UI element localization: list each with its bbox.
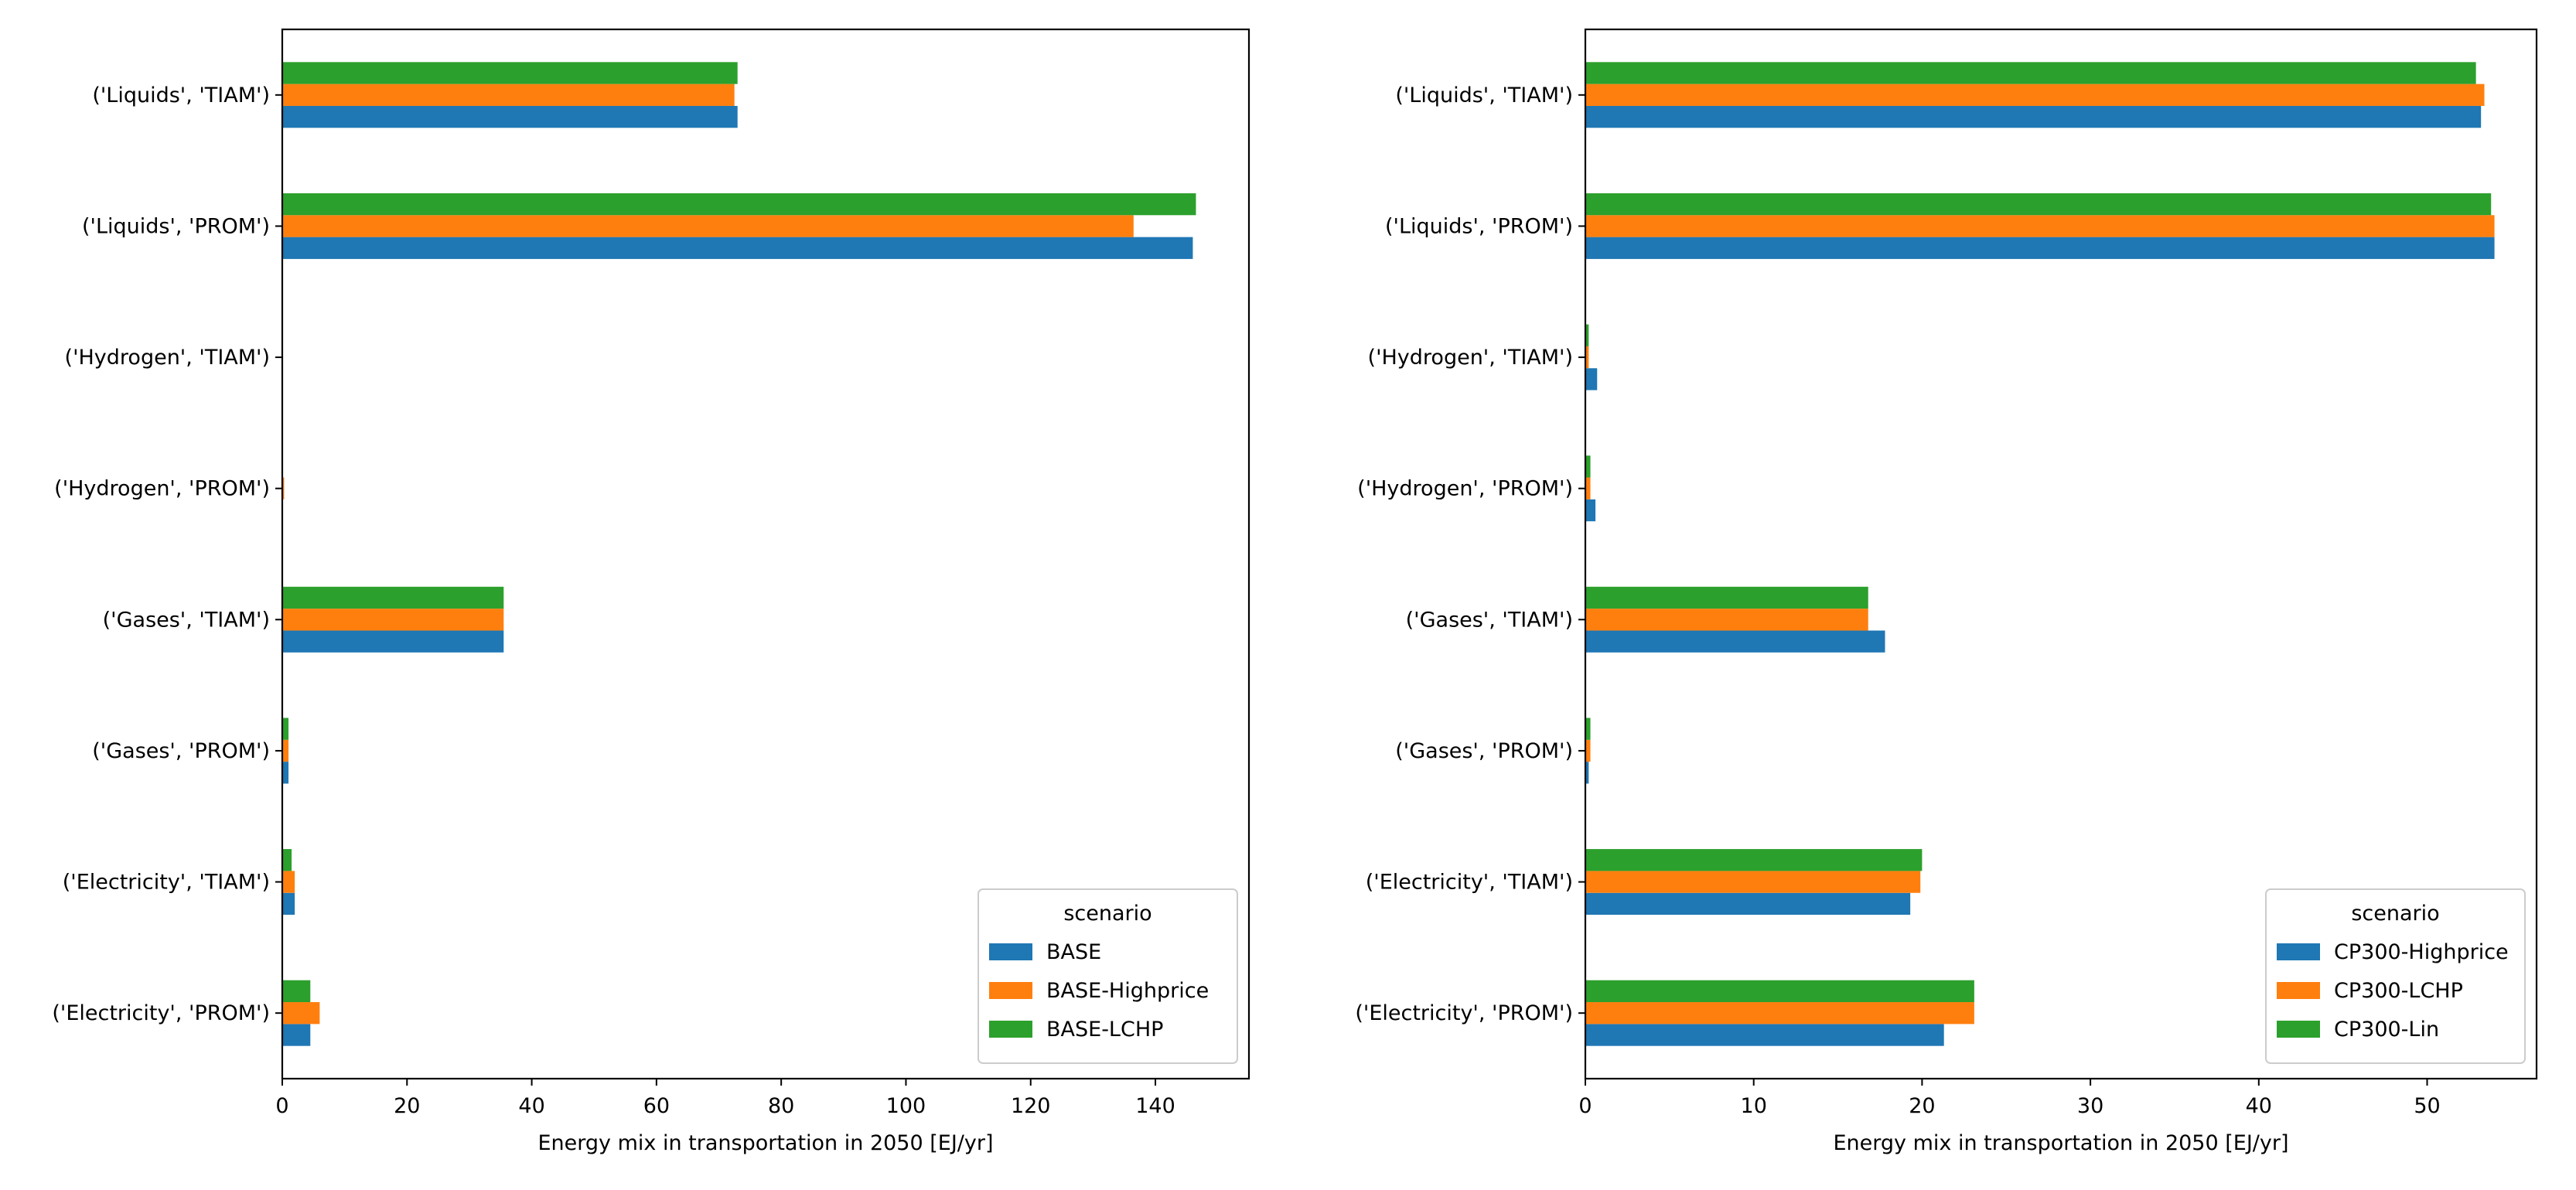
y-tick-label: ('Electricity', 'TIAM'): [1366, 871, 1573, 895]
y-tick-label: ('Hydrogen', 'PROM'): [54, 477, 270, 501]
legend-swatch: [2277, 1021, 2320, 1038]
x-tick-label: 60: [643, 1094, 670, 1118]
y-tick-label: ('Liquids', 'TIAM'): [1395, 84, 1573, 107]
x-tick-label: 140: [1135, 1094, 1175, 1118]
bar-cp300-lchp-2: [1585, 215, 2495, 237]
bar-base-lchp-6: [282, 718, 289, 740]
bar-cp300-lin-6: [1585, 718, 1591, 740]
bar-cp300-lchp-1: [1585, 84, 2485, 106]
bar-base-highprice-2: [282, 215, 1134, 237]
bar-base-highprice-7: [282, 871, 295, 893]
legend-swatch: [2277, 982, 2320, 999]
legend-swatch: [989, 1021, 1032, 1038]
legend-swatch: [989, 943, 1032, 960]
legend: scenario CP300-Highprice CP300-LCHP CP300-L…: [2265, 888, 2526, 1064]
chart-2: ('Liquids', 'TIAM') ('Liquids', 'PROM') ('…: [1355, 28, 2538, 1155]
y-tick-label: ('Liquids', 'PROM'): [82, 214, 270, 238]
x-tick-label: 10: [1741, 1094, 1767, 1118]
legend-label: CP300-LCHP: [2334, 979, 2463, 1003]
y-tick-label: ('Liquids', 'TIAM'): [92, 84, 270, 107]
bar-base-8: [282, 1024, 311, 1046]
bar-cp300-lin-3: [1585, 324, 1589, 346]
bar-base-2: [282, 237, 1193, 259]
x-tick-label: 20: [394, 1094, 420, 1118]
x-tick-label: 20: [1909, 1094, 1935, 1118]
y-tick-label: ('Gases', 'TIAM'): [1406, 608, 1573, 632]
bar-cp300-lin-4: [1585, 455, 1591, 478]
x-tick-label: 50: [2414, 1094, 2440, 1118]
bar-cp300-highprice-8: [1585, 1024, 1944, 1046]
x-tick-label: 40: [2246, 1094, 2272, 1118]
bar-cp300-highprice-6: [1585, 762, 1589, 784]
x-tick-label: 40: [518, 1094, 544, 1118]
bar-base-highprice-1: [282, 84, 735, 106]
plot-frame: [1584, 28, 2538, 1080]
bar-base-lchp-8: [282, 980, 311, 1003]
legend-label: CP300-Lin: [2334, 1018, 2439, 1042]
y-tick-label: ('Electricity', 'PROM'): [1355, 1001, 1573, 1025]
bar-cp300-lchp-8: [1585, 1002, 1974, 1025]
bar-cp300-highprice-4: [1585, 499, 1596, 522]
bar-cp300-lchp-6: [1585, 739, 1591, 762]
bar-base-lchp-7: [282, 849, 292, 871]
legend-box: [978, 888, 1238, 1064]
y-tick-label: ('Hydrogen', 'TIAM'): [1368, 346, 1573, 370]
bar-cp300-lchp-5: [1585, 609, 1868, 631]
bar-base-highprice-6: [282, 739, 289, 762]
bar-cp300-highprice-7: [1585, 892, 1911, 916]
plot-frame: [281, 28, 1250, 1080]
bar-cp300-highprice-1: [1585, 105, 2482, 128]
bar-base-lchp-5: [282, 586, 504, 609]
bar-cp300-highprice-5: [1585, 630, 1885, 653]
x-tick-label: 80: [768, 1094, 794, 1118]
x-tick-label: 120: [1011, 1094, 1051, 1118]
legend-swatch: [2277, 943, 2320, 960]
bar-cp300-highprice-3: [1585, 368, 1598, 390]
x-tick-label: 100: [886, 1094, 926, 1118]
legend-title: scenario: [1063, 902, 1152, 926]
x-axis-label: Energy mix in transportation in 2050 [EJ…: [1833, 1131, 2288, 1155]
x-axis-label: Energy mix in transportation in 2050 [EJ…: [537, 1131, 993, 1155]
bar-cp300-lchp-3: [1585, 346, 1589, 369]
y-tick-label: ('Hydrogen', 'PROM'): [1357, 477, 1573, 501]
bar-cp300-highprice-2: [1585, 237, 2495, 259]
legend-label: BASE: [1046, 940, 1101, 964]
legend-label: BASE-LCHP: [1046, 1018, 1163, 1042]
bar-base-lchp-2: [282, 193, 1196, 216]
y-tick-label: ('Hydrogen', 'TIAM'): [65, 346, 270, 370]
bar-base-highprice-8: [282, 1002, 320, 1025]
y-tick-label: ('Electricity', 'PROM'): [52, 1001, 270, 1025]
bar-base-lchp-1: [282, 62, 738, 84]
x-tick-label: 30: [2077, 1094, 2103, 1118]
y-tick-label: ('Gases', 'TIAM'): [103, 608, 270, 632]
bar-cp300-lin-2: [1585, 193, 2492, 216]
legend-label: CP300-Highprice: [2334, 940, 2509, 964]
bar-cp300-lchp-7: [1585, 871, 1921, 893]
bar-base-5: [282, 630, 504, 653]
legend-swatch: [989, 982, 1032, 999]
bar-cp300-lin-1: [1585, 62, 2476, 84]
bar-cp300-lin-8: [1585, 980, 1974, 1003]
bar-cp300-lin-5: [1585, 586, 1868, 609]
bar-base-highprice-4: [282, 477, 285, 500]
x-tick-label: 0: [1578, 1094, 1592, 1118]
y-tick-label: ('Gases', 'PROM'): [1395, 739, 1573, 763]
legend: scenario BASE BASE-Highprice BASE-LCHP: [978, 888, 1238, 1064]
x-tick-label: 0: [275, 1094, 288, 1118]
bar-base-7: [282, 892, 295, 916]
y-tick-label: ('Liquids', 'PROM'): [1385, 214, 1573, 238]
legend-title: scenario: [2351, 902, 2439, 926]
chart-1: ('Liquids', 'TIAM') ('Liquids', 'PROM') ('…: [52, 28, 1250, 1155]
legend-box: [2265, 888, 2526, 1064]
y-tick-label: ('Electricity', 'TIAM'): [63, 871, 270, 895]
bar-base-1: [282, 105, 738, 128]
bar-base-highprice-5: [282, 609, 504, 631]
bar-cp300-lchp-4: [1585, 477, 1591, 500]
y-tick-label: ('Gases', 'PROM'): [92, 739, 270, 763]
bar-base-6: [282, 762, 289, 784]
bar-cp300-lin-7: [1585, 849, 1923, 871]
legend-label: BASE-Highprice: [1046, 979, 1209, 1003]
